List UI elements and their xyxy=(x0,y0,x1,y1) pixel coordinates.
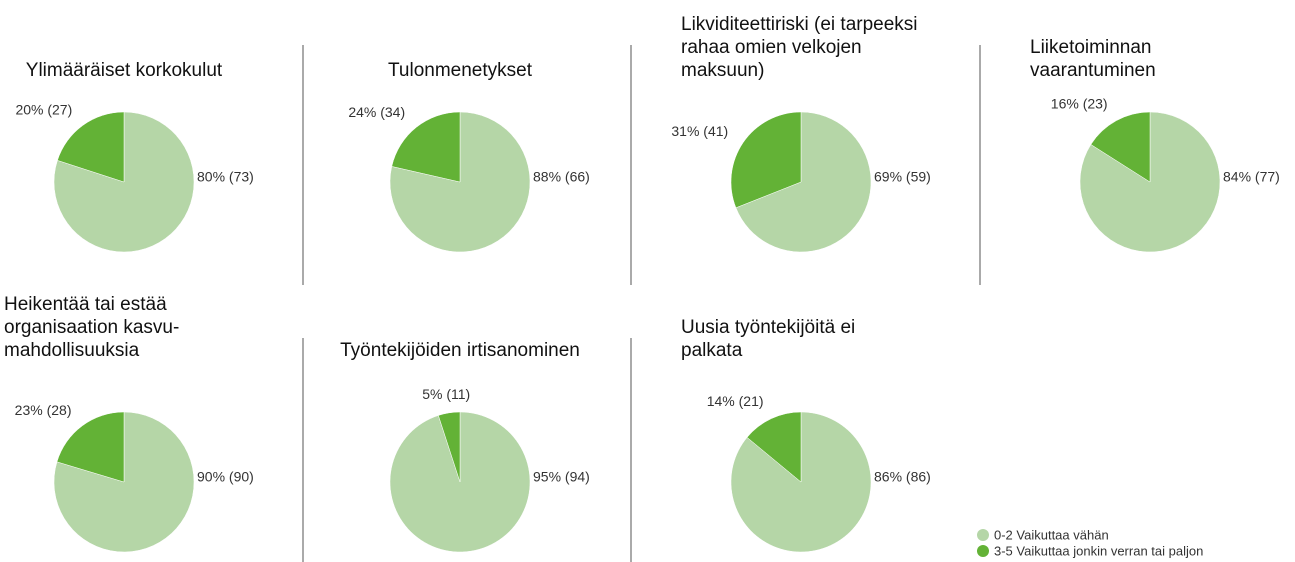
pie-slice xyxy=(1090,111,1151,183)
chart-title: Liiketoiminnan vaarantuminen xyxy=(1030,37,1156,81)
data-label: 23% (28) xyxy=(15,402,72,418)
pie-slice xyxy=(438,411,461,483)
data-label: 24% (34) xyxy=(348,104,405,120)
chart-title-box: Liiketoiminnan vaarantuminen xyxy=(1000,36,1295,82)
data-label: 69% (59) xyxy=(874,169,931,185)
pie-slice xyxy=(56,411,125,483)
chart-title: Likviditeettiriski (ei tarpeeksi rahaa o… xyxy=(681,14,918,81)
chart-title-box: Heikentää tai estää organisaation kasvu-… xyxy=(0,293,274,362)
pie-slice xyxy=(391,111,461,183)
data-label: 31% (41) xyxy=(671,123,728,139)
pie-slice xyxy=(746,411,802,483)
pie-slice xyxy=(735,111,872,253)
data-label: 80% (73) xyxy=(197,169,254,185)
chart-title: Tulonmenetykset xyxy=(388,60,532,81)
data-label: 88% (66) xyxy=(533,169,590,185)
data-label: 86% (86) xyxy=(874,469,931,485)
data-label: 20% (27) xyxy=(15,102,72,118)
chart-title: Uusia työntekijöitä ei palkata xyxy=(681,317,856,361)
pie-slice xyxy=(57,111,125,183)
chart-title-box: Työntekijöiden irtisanominen xyxy=(310,339,610,362)
data-label: 5% (11) xyxy=(422,386,470,402)
data-label: 14% (21) xyxy=(707,393,764,409)
chart-title: Ylimääräiset korkokulut xyxy=(25,60,223,81)
chart-title-box: Tulonmenetykset xyxy=(310,59,610,82)
chart-title: Työntekijöiden irtisanominen xyxy=(340,340,580,361)
legend-label: 0-2 Vaikuttaa vähän xyxy=(994,527,1109,542)
data-label: 90% (90) xyxy=(197,469,254,485)
data-label: 95% (94) xyxy=(533,469,590,485)
chart-title-box: Ylimääräiset korkokulut xyxy=(0,59,274,82)
legend-swatch xyxy=(977,529,989,541)
chart-title: Heikentää tai estää organisaation kasvu-… xyxy=(4,294,180,361)
legend-label: 3-5 Vaikuttaa jonkin verran tai paljon xyxy=(994,543,1203,558)
data-label: 16% (23) xyxy=(1051,96,1108,112)
chart-title-box: Uusia työntekijöitä ei palkata xyxy=(651,316,951,362)
data-label: 84% (77) xyxy=(1223,169,1280,185)
pie-slice xyxy=(730,111,802,209)
chart-title-box: Likviditeettiriski (ei tarpeeksi rahaa o… xyxy=(651,13,951,82)
legend-swatch xyxy=(977,545,989,557)
